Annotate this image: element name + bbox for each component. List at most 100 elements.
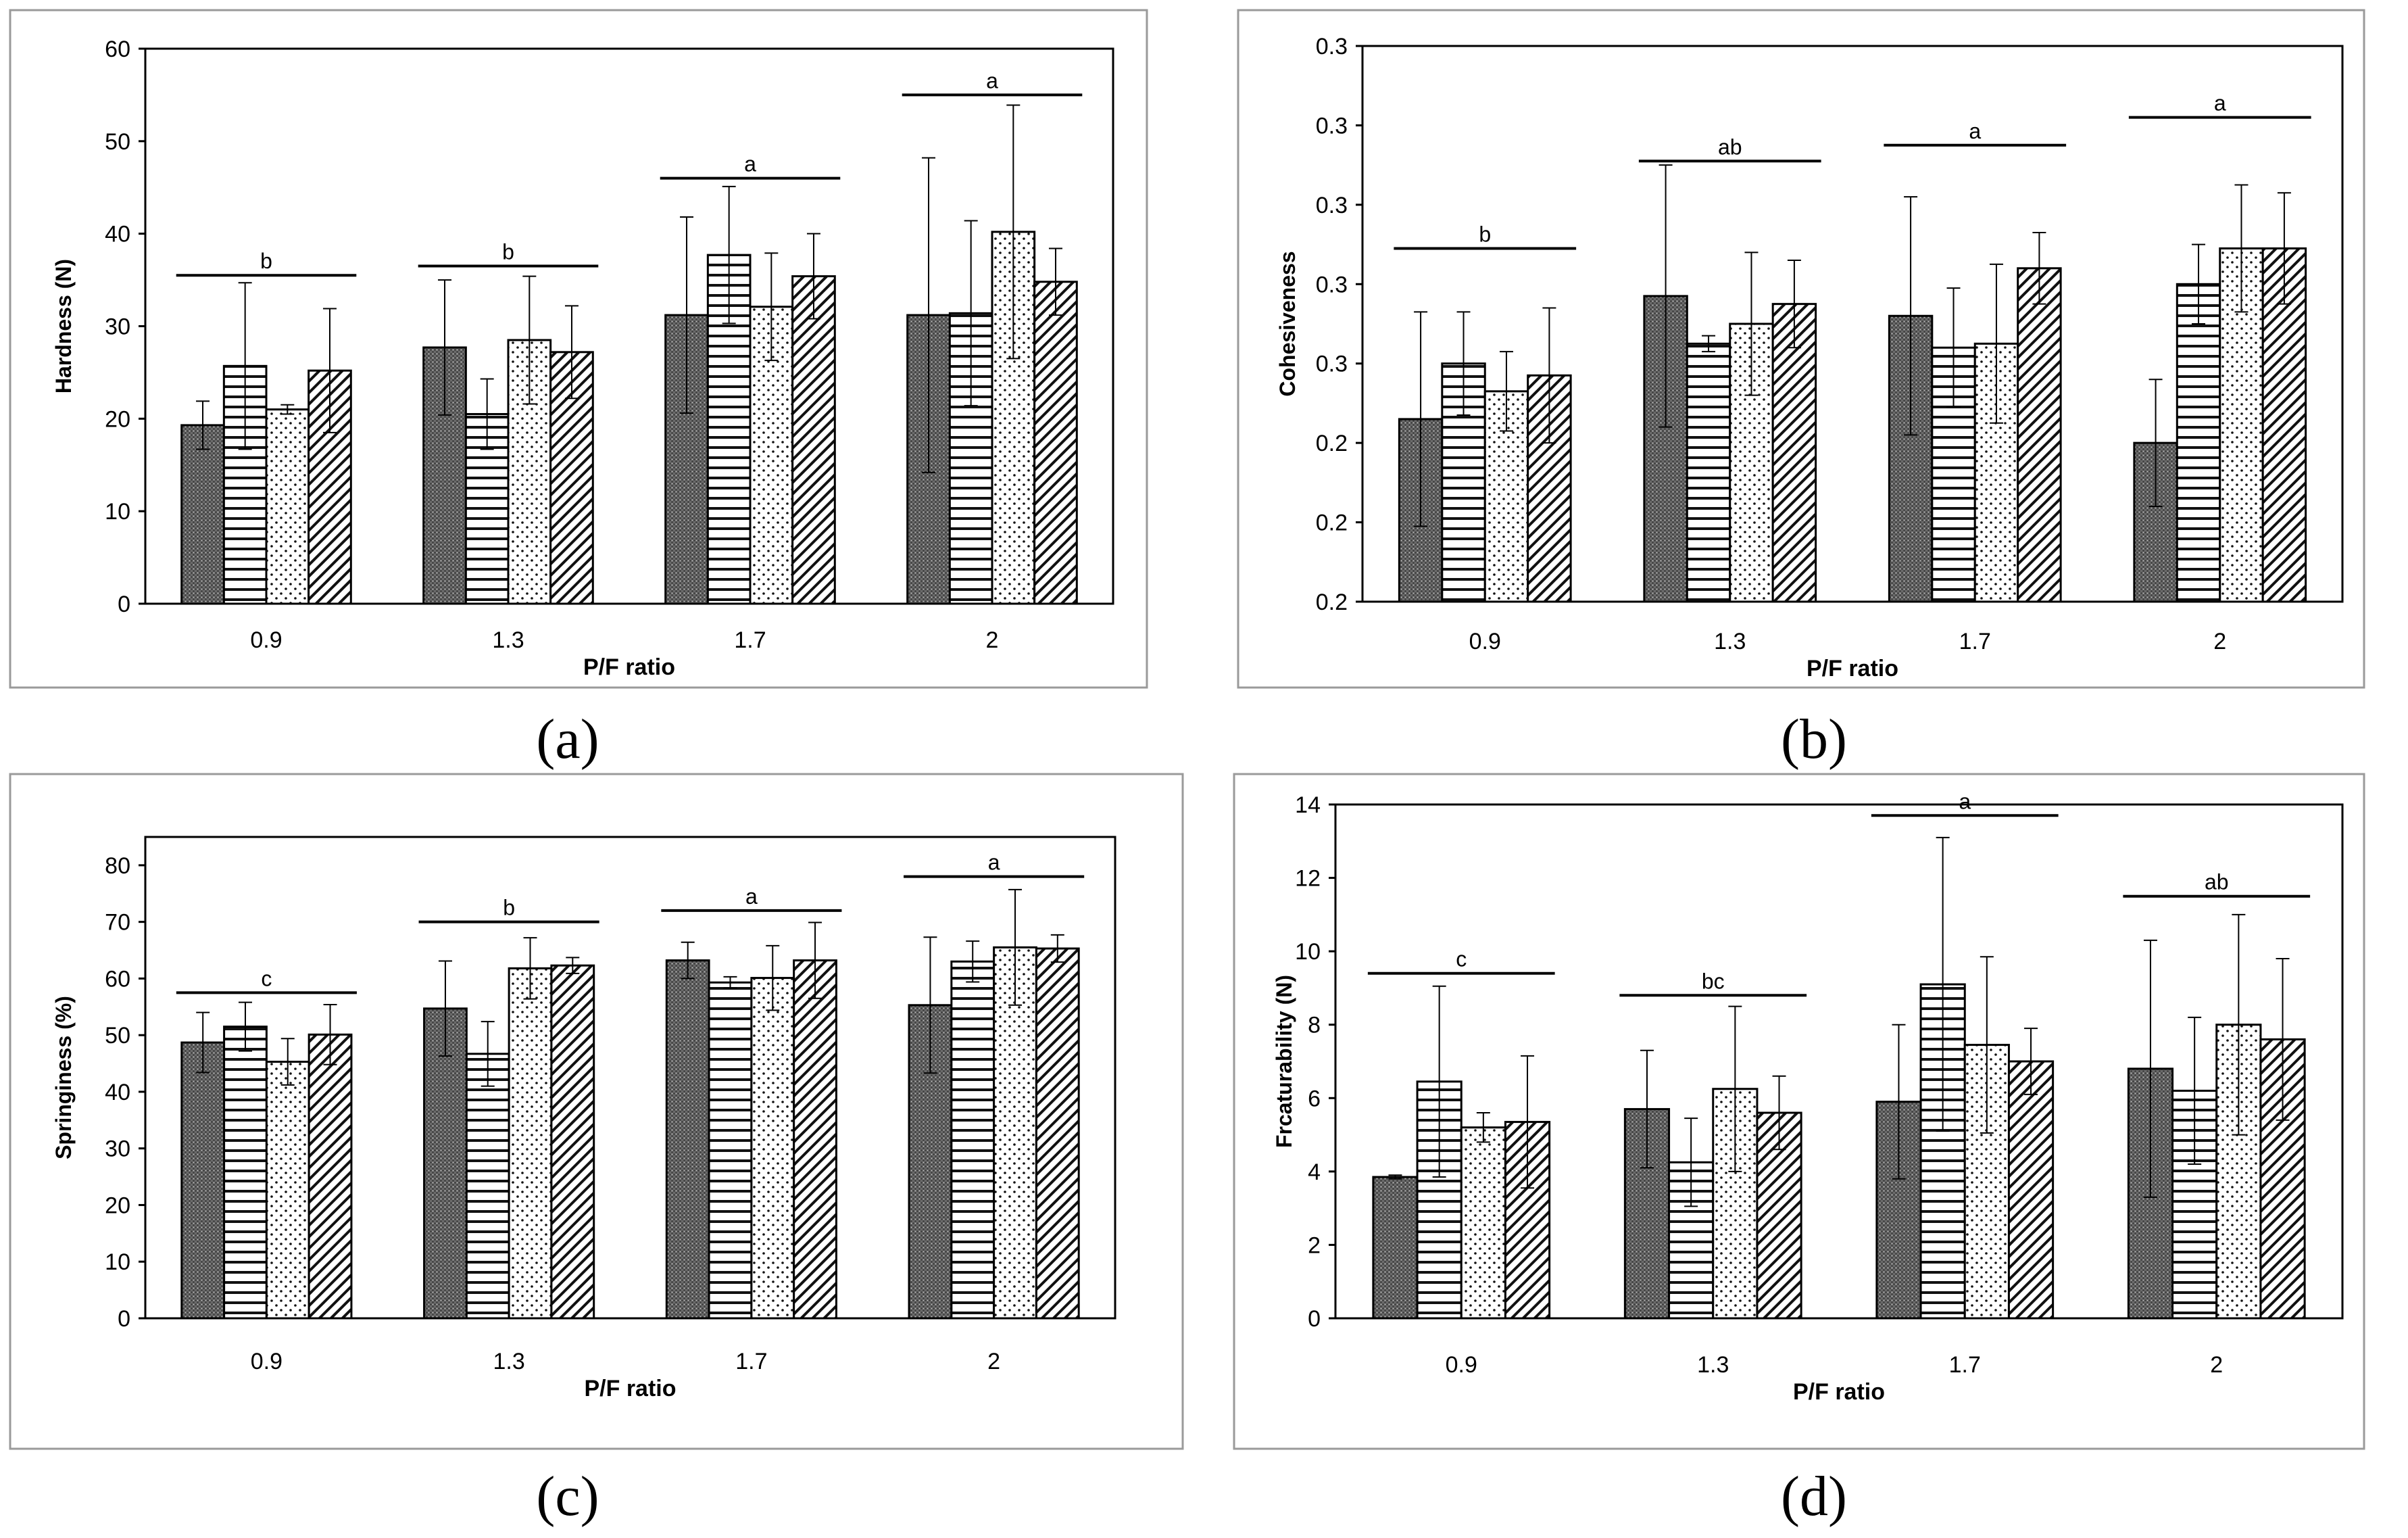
significance-letter: a [1959,789,1971,813]
chart-b: 0.2 0.2 0.2 0.3 0.3 0.3 0.3 0.3 Cohesiveness P/F … [1237,9,2365,689]
bar-sparse-dots [265,408,310,605]
y-axis-label: Springiness (%) [51,996,76,1159]
y-tick-label: 60 [105,966,130,992]
chart-frame [1237,9,2365,689]
bar-horizontal-lines [223,1026,268,1320]
y-tick-label: 10 [105,1249,130,1275]
bar-sparse-dots [508,967,553,1320]
y-tick-label: 0 [1308,1306,1321,1332]
y-tick-label: 14 [1295,792,1321,818]
bar-dense-dots [180,1041,226,1320]
bar-diagonal-lines [2017,267,2062,603]
bar-diagonal-lines [550,964,595,1320]
bar-horizontal-lines [2176,283,2221,603]
bar-horizontal-lines [1686,342,1731,603]
bar-dense-dots [180,424,225,605]
bar-horizontal-lines [465,1053,510,1320]
bar-dense-dots [665,959,710,1320]
significance-letter: b [1479,222,1491,246]
x-tick-label: 1.3 [1714,629,1746,654]
x-tick-label: 1.7 [1949,1352,1981,1378]
chart-frame [9,9,1148,689]
y-tick-label: 40 [105,1080,130,1105]
significance-letter: b [503,896,515,920]
x-tick-label: 0.9 [1469,629,1501,654]
y-tick-label: 0.3 [1316,113,1348,139]
plot-area [1334,803,2344,1320]
significance-letter: bc [1702,969,1725,993]
bar-dense-dots [1372,1176,1419,1320]
bar-diagonal-lines [1771,303,1817,603]
bar-diagonal-lines [1035,947,1080,1320]
significance-letter: c [1456,947,1467,971]
y-tick-label: 30 [105,314,130,340]
x-axis-label: P/F ratio [1793,1379,1885,1405]
x-tick-label: 2 [2213,629,2226,654]
significance-letter: c [261,966,272,990]
panel-b: 0.2 0.2 0.2 0.3 0.3 0.3 0.3 0.3 Cohesiveness P/F … [1204,0,2408,757]
y-tick-label: 0.2 [1316,510,1348,536]
x-tick-label: 1.3 [493,1349,524,1374]
y-tick-label: 60 [105,37,130,62]
y-tick-label: 50 [105,129,130,155]
y-tick-label: 20 [105,406,130,432]
caption-d: (d) [1781,1465,1847,1528]
chart-d: 0 2 4 6 8 10 12 14 Frcaturability (N) P/F ratio 0.… [1233,773,2365,1450]
caption-c: (c) [536,1465,599,1528]
plot-area [144,836,1116,1320]
x-tick-label: 0.9 [250,627,282,653]
bar-sparse-dots [2219,247,2264,603]
y-tick-label: 10 [105,499,130,525]
bar-diagonal-lines [793,959,837,1320]
x-tick-label: 2 [987,1349,1000,1374]
significance-letter: a [986,68,998,93]
bar-sparse-dots [750,977,795,1320]
y-axis-label: Hardness (N) [51,259,76,393]
y-tick-label: 0.3 [1316,193,1348,218]
bar-diagonal-lines [1033,281,1078,605]
panel-a: 0 10 20 30 40 50 60 Hardness (N) P/F ratio 0.9 b 1.… [0,0,1204,757]
bar-horizontal-lines [950,960,996,1320]
y-tick-label: 8 [1308,1013,1321,1038]
y-tick-label: 0.3 [1316,352,1348,377]
bar-sparse-dots [1460,1126,1506,1320]
x-tick-label: 1.7 [735,1349,767,1374]
bar-dense-dots [423,1007,468,1320]
x-tick-label: 1.7 [734,627,766,653]
significance-letter: a [1969,119,1981,143]
y-tick-label: 6 [1308,1086,1321,1111]
x-tick-label: 1.7 [1959,629,1991,654]
panel-d: 0 2 4 6 8 10 12 14 Frcaturability (N) P/F ratio 0.… [1204,764,2408,1538]
x-tick-label: 0.9 [251,1349,282,1374]
y-tick-label: 70 [105,910,130,936]
y-tick-label: 0.2 [1316,431,1348,456]
significance-letter: a [745,884,758,909]
x-tick-label: 2 [2210,1352,2223,1378]
y-tick-label: 0.3 [1316,272,1348,297]
significance-letter: a [744,152,756,176]
y-tick-label: 50 [105,1023,130,1049]
y-axis-label: Frcaturability (N) [1272,975,1296,1148]
y-tick-label: 20 [105,1193,130,1218]
chart-a: 0 10 20 30 40 50 60 Hardness (N) P/F ratio 0.9 b 1.… [9,9,1148,689]
y-tick-label: 30 [105,1136,130,1162]
y-axis-label: Cohesiveness [1275,251,1300,396]
y-tick-label: 0.3 [1316,34,1348,59]
x-axis-label: P/F ratio [1807,656,1898,681]
y-tick-label: 80 [105,853,130,879]
significance-letter: a [2214,91,2226,116]
bar-diagonal-lines [2261,247,2307,603]
y-tick-label: 0.2 [1316,590,1348,615]
bar-diagonal-lines [1527,374,1572,603]
x-axis-label: P/F ratio [583,654,675,680]
significance-letter: ab [1718,135,1742,159]
bar-horizontal-lines [708,981,753,1320]
bar-diagonal-lines [2007,1060,2055,1320]
chart-c: 0 10 20 30 40 50 60 70 80 Springiness (%) P/F rati… [9,773,1184,1450]
chart-frame [9,773,1184,1450]
x-tick-label: 1.3 [1697,1352,1729,1378]
bar-diagonal-lines [308,1033,353,1320]
chart-frame [1233,773,2365,1450]
y-tick-label: 2 [1308,1232,1321,1258]
caption-a: (a) [536,708,599,771]
